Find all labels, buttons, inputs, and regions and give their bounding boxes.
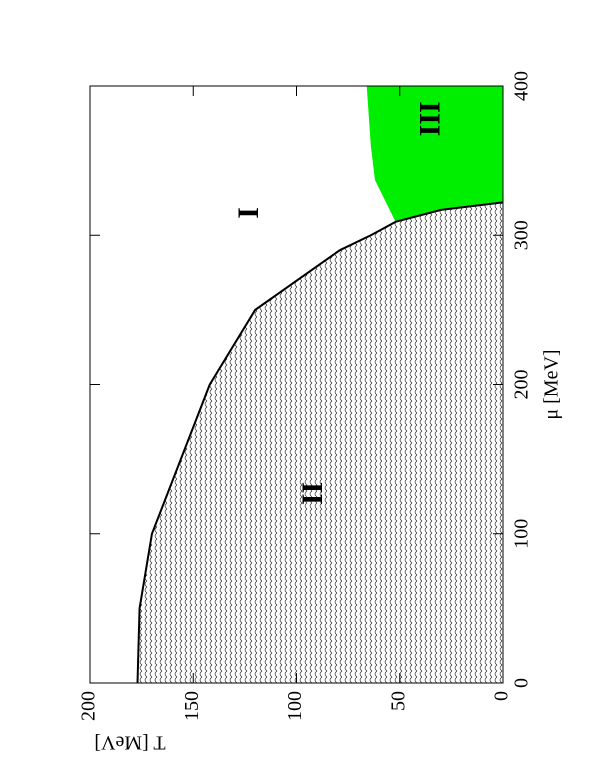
region-label: II (296, 482, 329, 505)
y-tick-label: 50 (387, 691, 409, 711)
green-region (366, 86, 503, 222)
y-tick-label: 150 (181, 691, 203, 721)
y-tick-label: 0 (491, 691, 513, 701)
y-tick-label: 200 (78, 691, 100, 721)
x-tick-label: 300 (511, 220, 533, 250)
hatched-region (137, 202, 503, 683)
y-tick-label: 100 (284, 691, 306, 721)
x-tick-label: 0 (511, 678, 533, 688)
x-axis-label: μ [MeV] (541, 349, 563, 419)
region-label: III (414, 101, 447, 136)
y-axis-label: T [MeV] (94, 731, 165, 753)
plot: 0 100 200 300 400 0 50 100 150 200 μ [MeV] T [MeV] I… (78, 71, 563, 753)
x-tick-label: 200 (511, 370, 533, 400)
phase-boundary (136, 201, 504, 684)
region-label: I (232, 207, 265, 219)
x-tick-label: 400 (511, 71, 533, 101)
x-tick-label: 100 (511, 519, 533, 549)
